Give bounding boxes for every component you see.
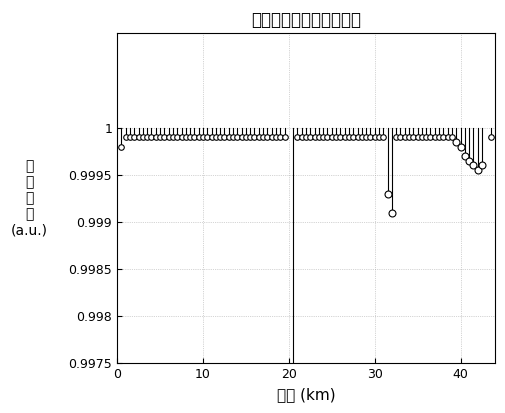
Y-axis label: 相
关
系
数
(a.u.): 相 关 系 数 (a.u.) xyxy=(11,159,48,238)
X-axis label: 距离 (km): 距离 (km) xyxy=(276,387,335,402)
Title: 相位相关系数空间分布图: 相位相关系数空间分布图 xyxy=(250,11,360,29)
